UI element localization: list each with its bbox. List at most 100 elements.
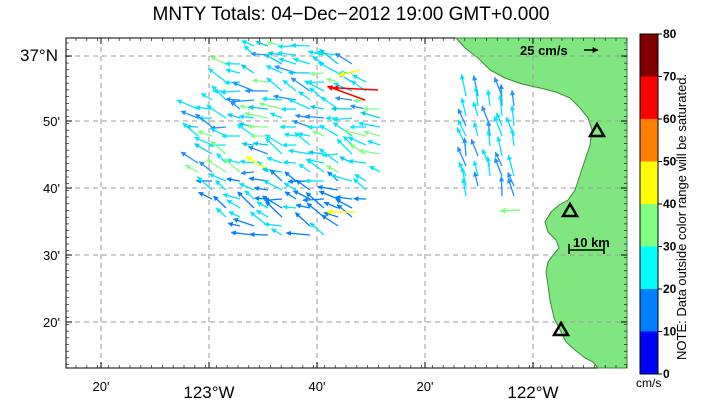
current-vector [367,139,381,146]
current-vector [457,119,467,137]
current-vector [238,182,255,191]
current-vector [307,150,325,156]
current-vector [498,176,505,197]
current-vector [247,123,269,130]
current-vector [261,96,283,102]
current-vector [282,159,297,166]
current-vector [207,68,227,83]
colorbar-units: cm/s [636,376,662,390]
current-vector [252,141,269,147]
current-vector [288,98,311,110]
current-vector [338,69,361,78]
station-marker [551,320,571,337]
current-vector [290,77,311,92]
x-tick-label: 20' [93,379,110,394]
current-vector [283,182,297,191]
current-vector [472,101,479,117]
distance-scale: 10 km [568,235,610,254]
current-vector [244,190,255,200]
saturation-note: NOTE: Data outside color range will be s… [674,73,689,360]
current-vector [317,184,339,191]
current-vector [297,132,311,138]
current-vector [325,77,339,83]
current-vector [238,114,255,120]
current-vector [270,228,283,236]
colorbar-tick-label: 20 [663,282,677,296]
current-vector [229,100,241,110]
current-vector [255,209,269,218]
x-tick-label: 20' [417,379,434,394]
current-vector [306,202,325,218]
station-marker [560,201,580,218]
current-vector [486,129,492,147]
current-vector [510,89,516,107]
current-vector [248,104,269,110]
station-markers [551,121,607,337]
y-tick-label: 30' [43,248,60,263]
current-vector [459,74,467,97]
distance-scale-label: 10 km [573,235,610,250]
current-vector [332,85,379,92]
colorbar-tick-label: 30 [663,240,677,254]
x-tick-label: 122°W [507,383,558,402]
current-vector [472,121,479,137]
current-vector [263,179,283,191]
current-vector [460,97,467,117]
x-tick-label: 40' [309,379,326,394]
colorbar: 0 10 20 30 40 50 60 70 80 [639,27,677,381]
current-vector [457,146,467,167]
current-vector [211,85,227,101]
current-vector [347,158,367,164]
current-vector [507,154,515,177]
current-vector [368,165,381,173]
current-vector [210,140,227,155]
current-vector [496,136,503,157]
current-vector [277,50,297,57]
current-vector [244,111,269,119]
current-vector [225,96,241,103]
colorbar-segment [640,289,658,332]
current-vector [309,71,325,77]
current-vector [352,74,367,83]
current-vector [285,230,311,236]
current-vector [298,90,311,101]
current-vector [194,143,213,155]
current-vector [264,134,283,146]
current-vector [176,99,199,110]
current-vector [358,121,381,128]
current-vector [282,79,297,92]
current-vector [358,148,381,155]
current-vector [343,129,367,137]
current-vector [292,119,311,128]
current-vector [317,61,339,74]
current-vector [197,130,213,137]
map-title: MNTY Totals: 04−Dec−2012 19:00 GMT+0.000 [152,4,550,25]
current-vector [330,173,353,182]
current-vector [208,173,227,182]
current-vector [282,204,297,210]
y-tick-label: 20' [43,315,60,330]
current-vector [295,179,311,191]
colorbar-tick-label: 10 [663,325,677,339]
current-vector [335,194,353,201]
current-vector [284,191,297,200]
current-vector [462,137,468,157]
current-vector [265,201,283,218]
current-vector [309,104,325,110]
current-vector [354,173,367,182]
current-vector [240,64,255,74]
current-vector [277,43,297,50]
current-vector [303,80,325,92]
current-vector [227,113,241,119]
current-vector [457,108,467,127]
current-vector [305,192,325,209]
current-vector [283,132,297,138]
current-vector [499,207,521,214]
grid-lines: 20' 123°W 40' 20' 122°W 37°N 50' 40' 30' 20' [20,38,628,402]
colorbar-tick-label: 0 [663,367,670,381]
current-vector [237,191,255,209]
current-vector [318,190,339,200]
current-vector [265,137,283,155]
current-vector [215,179,227,191]
